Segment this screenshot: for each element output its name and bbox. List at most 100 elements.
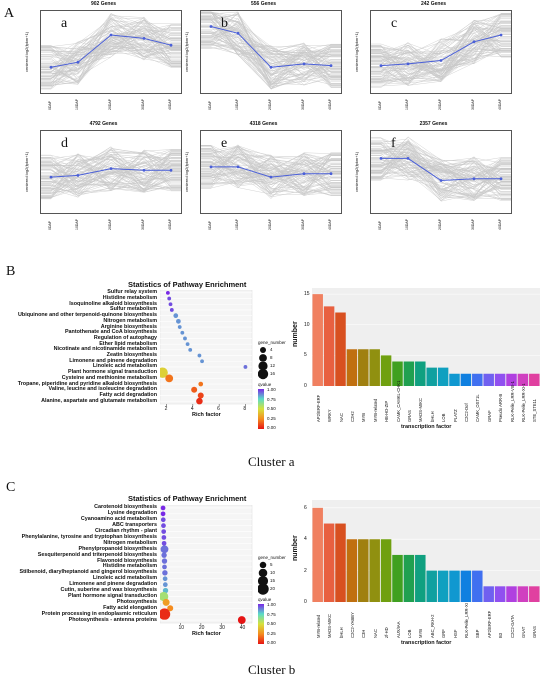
tf-ylabel: number (292, 321, 299, 347)
pathway-term: Ether lipid metabolism (99, 340, 157, 347)
mean-point (109, 33, 113, 37)
tf-svg (312, 293, 540, 386)
panel-letter-c: C (6, 480, 16, 495)
background-gene-line (41, 24, 181, 86)
tf-bar (449, 570, 460, 602)
tf-bar (472, 373, 483, 386)
trend-xtick: 20DAP (438, 98, 442, 110)
qvalue-tick: 0.50 (267, 406, 276, 411)
background-gene-line (41, 17, 181, 84)
enrichment-svg (160, 505, 253, 625)
tf-bar (380, 539, 392, 602)
enrichment-title: Statistics of Pathway Enrichment (128, 280, 247, 289)
enrichment-point (185, 342, 190, 347)
background-gene-line (201, 17, 341, 65)
size-legend-dot (258, 569, 268, 578)
background-gene-line (371, 151, 511, 191)
trend-xtick: 20DAP (268, 218, 272, 230)
background-gene-line (41, 152, 181, 191)
background-gene-line (41, 163, 181, 176)
trend-title: 902 Genes (90, 1, 117, 7)
tf-category-label: AP2/ERF-ERF (486, 610, 492, 638)
tf-bar (494, 373, 506, 386)
pathway-term: Protein processing in endoplasmic reticu… (41, 610, 157, 617)
background-gene-line (41, 158, 181, 197)
tf-category-label: STE_STE11 (532, 399, 538, 422)
tf-bar (403, 361, 415, 386)
trend-svg (201, 11, 341, 90)
background-gene-line (41, 15, 181, 83)
tf-bar (483, 373, 494, 386)
background-gene-line (201, 16, 341, 66)
background-gene-line (371, 27, 511, 75)
qvalue-tick: 1.00 (267, 387, 276, 392)
trend-svg (41, 13, 181, 90)
enrichment-point (161, 535, 167, 540)
x-tick: 40 (239, 625, 246, 631)
background-gene-line (201, 24, 341, 89)
color-legend-title: qvalue (258, 382, 272, 387)
background-gene-line (371, 38, 511, 57)
trend-plot-f: 2357 Genes f centered log2(fpkm+1) 0DAP 10DA… (354, 121, 512, 230)
pathway-term: Histidine metabolism (102, 295, 157, 302)
mean-point (472, 40, 476, 44)
background-gene-line (371, 147, 511, 178)
mean-point (209, 165, 213, 169)
size-legend-label: 12 (270, 363, 276, 368)
background-gene-line (371, 17, 511, 73)
tf-category-label: RLK-Pelle_LRR-XI-1 (520, 383, 526, 422)
trend-title: 4792 Genes (89, 121, 118, 127)
qvalue-tick: 0.25 (267, 630, 276, 636)
tf-bar (426, 367, 437, 386)
tf-category-label: RLK-Pelle_LRR-XI (463, 603, 469, 638)
background-gene-line (41, 155, 181, 189)
background-gene-line (371, 13, 511, 73)
enrichment-point (197, 353, 202, 358)
background-gene-line (41, 155, 181, 184)
tf-bar (483, 586, 494, 602)
background-gene-line (371, 161, 511, 197)
tf-bar (392, 554, 403, 602)
caption-cluster-a: Cluster a (248, 454, 295, 469)
trend-ylabel: centered log2(fpkm+1) (354, 31, 359, 72)
tf-category-label: SBP (475, 629, 481, 638)
background-gene-line (371, 161, 511, 201)
tf-bar (517, 373, 529, 386)
tf-xlabel: transcription factor (401, 640, 452, 646)
enrichment-point (198, 381, 204, 387)
mean-point (406, 62, 410, 66)
trend-title: 2357 Genes (419, 121, 448, 127)
mean-point (302, 172, 306, 176)
tf-bar (323, 306, 335, 386)
background-gene-line (201, 17, 341, 77)
enrichment-point (188, 347, 193, 352)
trend-svg (201, 144, 341, 199)
enrich-xlabel: Rich factor (192, 412, 221, 418)
trend-plot-area: b (200, 10, 342, 94)
tf-bar (346, 539, 358, 602)
enrichment-point (165, 374, 174, 383)
pathway-term: ABC transporters (112, 522, 157, 529)
trend-letter: d (61, 136, 68, 151)
background-gene-line (41, 30, 181, 65)
tf-category-label: RLK-Pelle_LRR-VIII-1 (509, 381, 515, 422)
background-gene-line (371, 153, 511, 201)
background-gene-line (41, 146, 181, 198)
enrichment-point (177, 325, 182, 329)
background-gene-line (371, 48, 511, 73)
size-legend-title: gene_number (258, 555, 286, 560)
background-gene-line (201, 156, 341, 189)
mean-point (109, 167, 113, 170)
tf-bar (335, 523, 346, 602)
enrichment-point (160, 517, 166, 523)
pathway-term: Isoquinoline alkaloid biosynthesis (69, 300, 157, 307)
tf-category-label: ABC_RKH-2 (429, 614, 435, 638)
background-gene-line (201, 157, 341, 185)
background-gene-line (41, 162, 181, 183)
background-gene-line (371, 148, 511, 200)
trend-ylabel: centered log2(fpkm+1) (184, 31, 189, 72)
background-gene-line (41, 25, 181, 58)
mean-point (379, 64, 383, 67)
enrichment-point (161, 558, 168, 564)
y-tick: 5 (304, 352, 307, 359)
